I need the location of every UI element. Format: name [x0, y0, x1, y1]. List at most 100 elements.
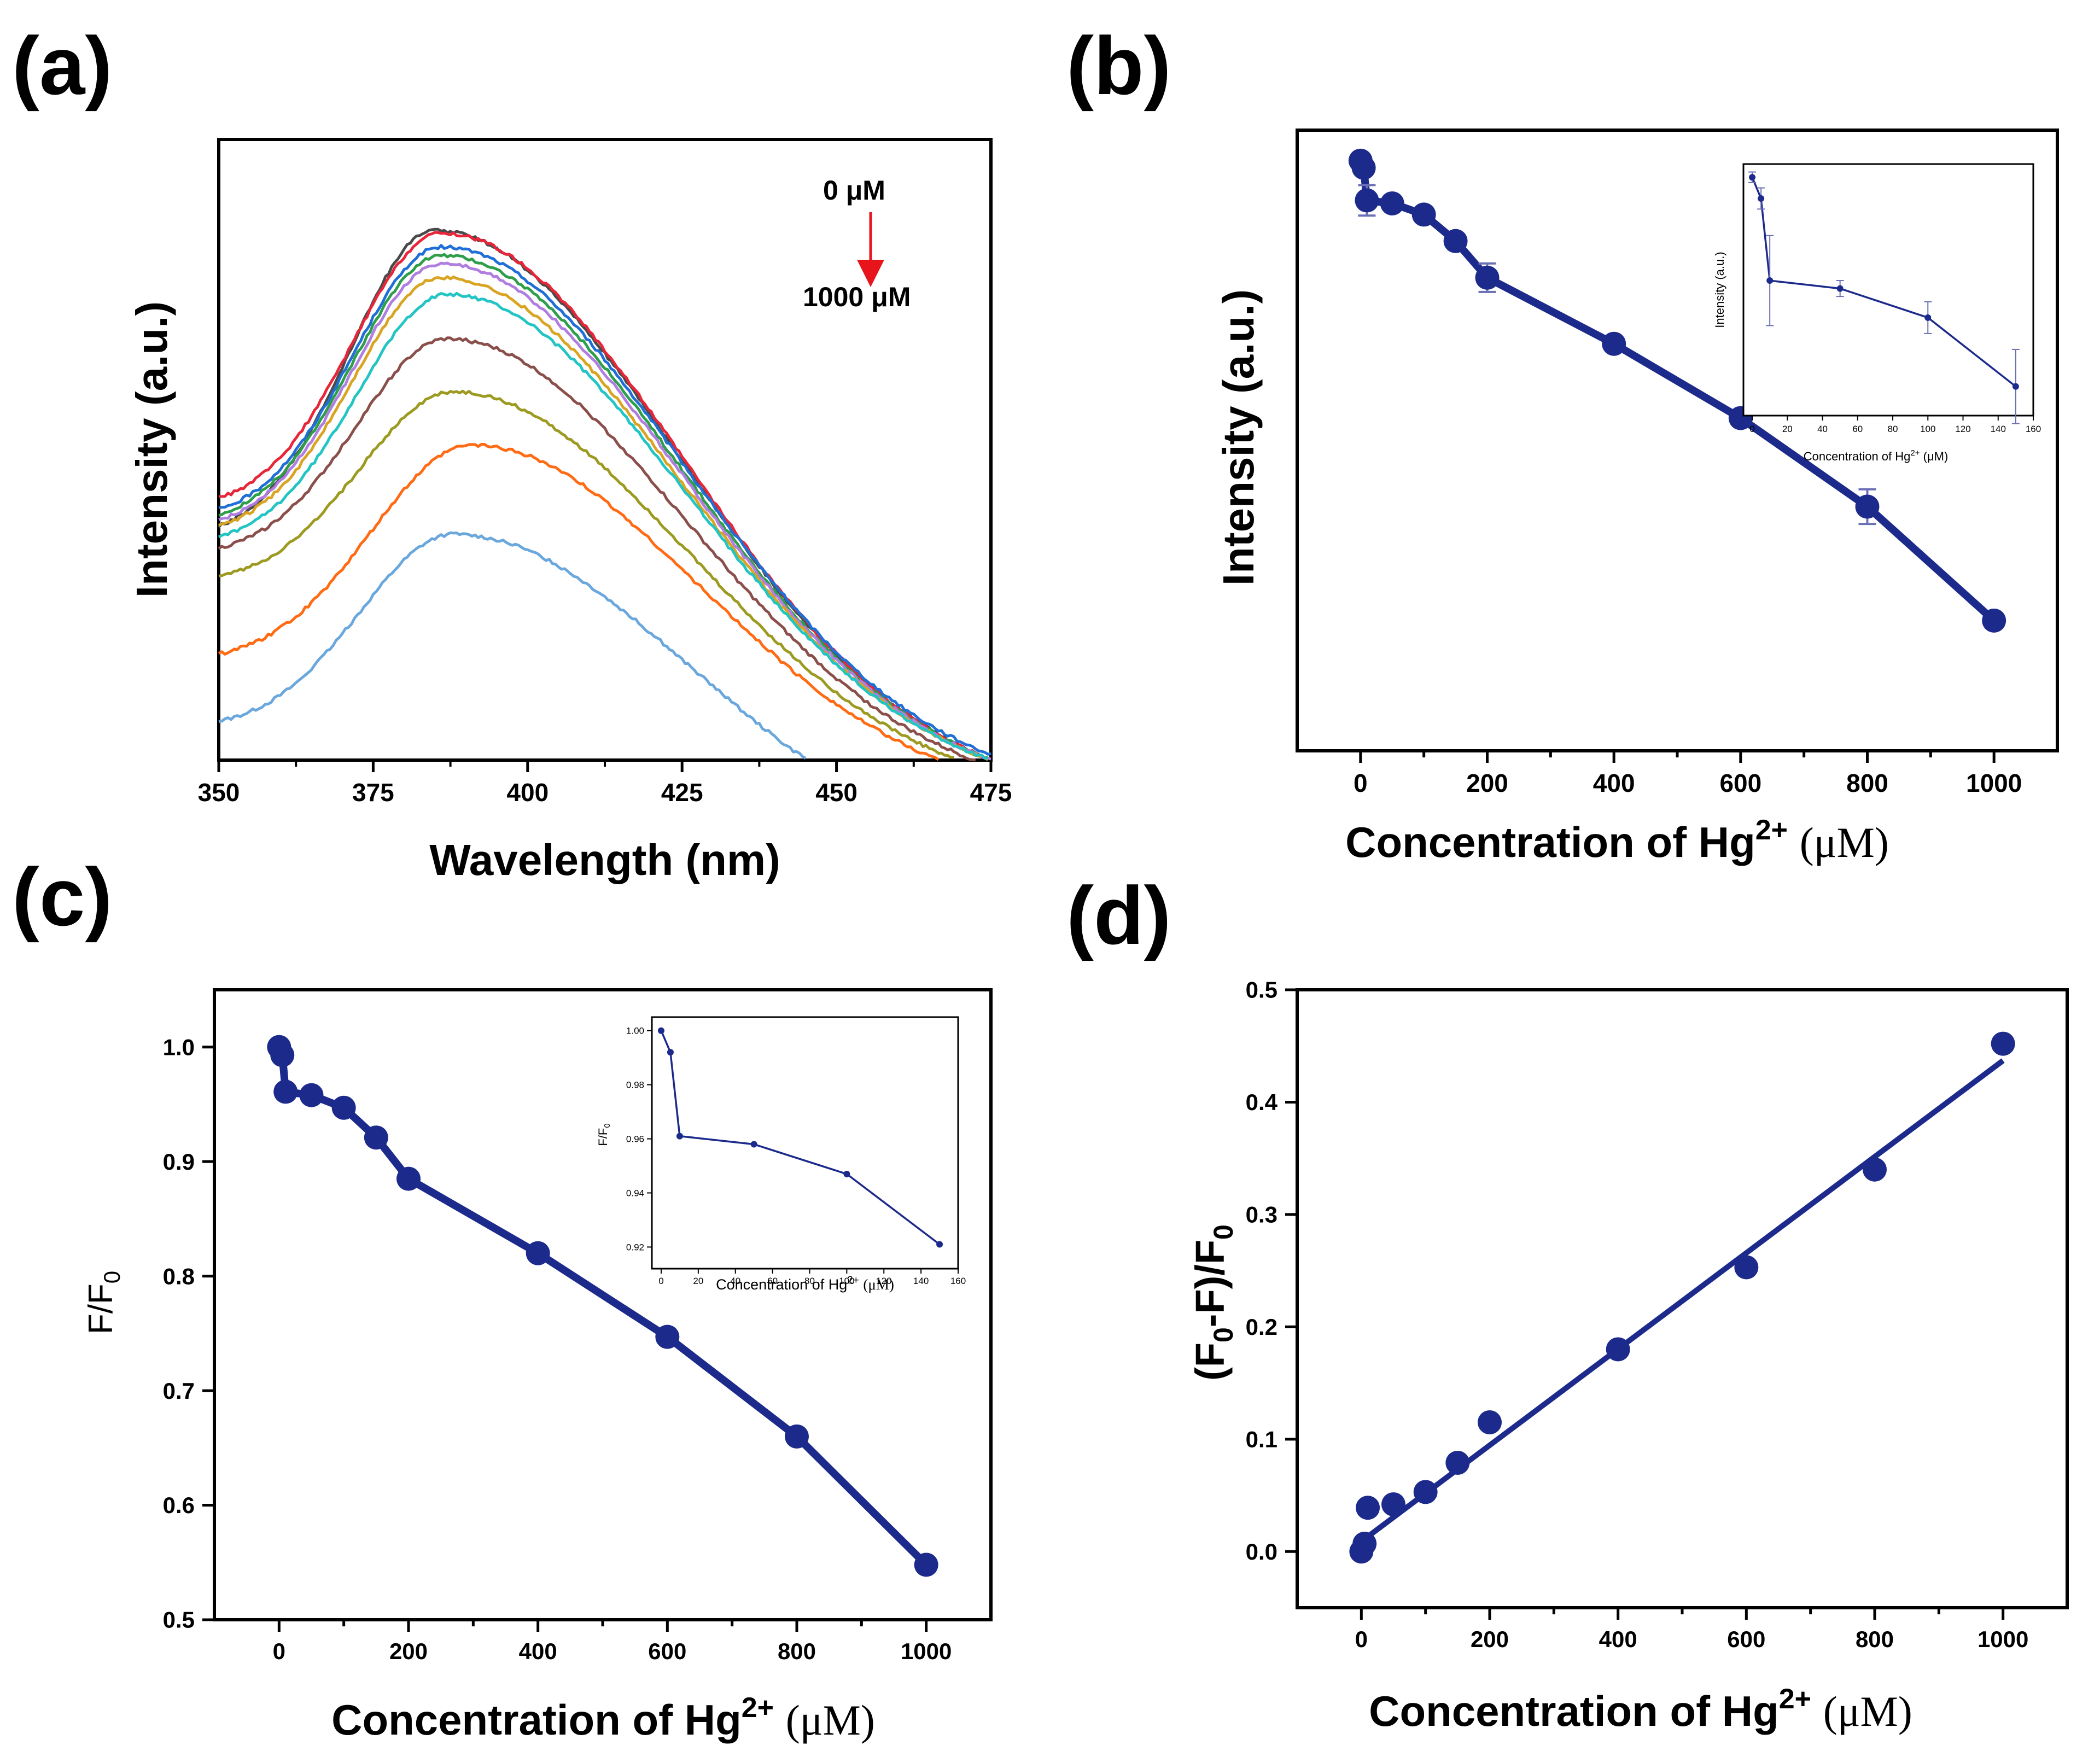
chart-c-xtick-label: 200 — [389, 1638, 428, 1664]
chart-c-point — [270, 1043, 295, 1067]
chart-c-inset-xtick-label: 120 — [876, 1276, 891, 1286]
chart-c-point — [396, 1166, 421, 1191]
chart-b-xtick-label: 0 — [1354, 769, 1368, 797]
chart-d-ytick-label: 0.1 — [1246, 1427, 1278, 1452]
chart-b-xlabel: Concentration of Hg2+ (μM) — [1345, 814, 1889, 866]
chart-d-point — [1734, 1255, 1759, 1280]
chart-b-inset-point — [1766, 277, 1774, 284]
chart-c-inset-xlabel: Concentration of Hg2+ (μM) — [716, 1275, 894, 1293]
chart-c-inset-ytick-label: 0.98 — [626, 1080, 644, 1090]
chart-b-point — [1982, 608, 2006, 633]
chart-b-inset-xtick-label: 40 — [1817, 424, 1828, 434]
chart-c-xtick-label: 400 — [519, 1638, 557, 1664]
chart-d-xtick-label: 1000 — [1978, 1626, 2028, 1652]
chart-a-curve — [218, 336, 976, 762]
chart-c-inset-ticks: 0 20 40 60 80 100 120 140 160 0.92 0.94 0.96 0.98 1.0… — [626, 1026, 966, 1286]
panel-label-b: (b) — [1066, 20, 1171, 112]
chart-a-curve — [218, 253, 988, 760]
chart-c-inset-point — [936, 1241, 943, 1248]
chart-c-xtick-label: 0 — [273, 1638, 285, 1664]
chart-c-ytick-label: 0.5 — [163, 1607, 195, 1633]
chart-a: 350 375 400 425 450 475 0 μM 1000 μM Waveleng… — [127, 138, 1012, 884]
chart-d-point — [1863, 1157, 1887, 1182]
panel-label-c: (c) — [12, 851, 112, 943]
chart-a-xtick-label: 450 — [815, 778, 858, 807]
chart-b-inset-point — [2012, 383, 2019, 390]
chart-b-point — [1351, 155, 1376, 180]
chart-c-ytick-label: 0.6 — [163, 1492, 195, 1518]
chart-d-point — [1445, 1450, 1470, 1475]
chart-b-inset-point — [1758, 195, 1765, 202]
chart-c-inset-ylabel: F/F0 — [596, 1123, 612, 1146]
chart-c-inset-point — [667, 1049, 674, 1056]
chart-a-xtick-label: 350 — [198, 778, 240, 807]
chart-d-ylabel: (F0-F)/F0 — [1187, 1224, 1239, 1381]
chart-b-inset: 0 20 40 60 80 100 120 140 160 Concentration of H… — [1713, 163, 2041, 463]
chart-c-inset-series — [657, 1027, 943, 1248]
chart-c-xtick-label: 800 — [778, 1638, 816, 1664]
chart-c-point — [364, 1125, 388, 1150]
chart-d-xtick-label: 0 — [1355, 1626, 1368, 1652]
chart-a-ylabel: Intensity (a.u.) — [127, 301, 176, 598]
chart-b-point — [1411, 202, 1436, 227]
chart-c-ytick-label: 0.9 — [163, 1149, 195, 1175]
chart-d-point — [1381, 1492, 1405, 1516]
chart-d-point — [1606, 1337, 1630, 1362]
chart-a-xlabel: Wavelength (nm) — [429, 836, 780, 884]
chart-b-point — [1355, 188, 1379, 213]
chart-c-series — [267, 1035, 938, 1577]
chart-d-point — [1352, 1531, 1377, 1556]
chart-c-inset-xtick-label: 60 — [767, 1276, 778, 1286]
chart-d-xtick-label: 200 — [1471, 1626, 1509, 1652]
chart-c-inset: 0 20 40 60 80 100 120 140 160 0.92 0.94 0.96 0.98 1.0… — [596, 1016, 966, 1293]
chart-c-inset-frame — [651, 1016, 959, 1270]
chart-c-inset-ytick-label: 0.92 — [626, 1242, 644, 1252]
chart-c-inset-xtick-label: 140 — [913, 1276, 929, 1286]
chart-c-xlabel: Concentration of Hg2+ (μM) — [331, 1692, 875, 1744]
chart-b-xtick-label: 800 — [1846, 769, 1888, 797]
chart-a-curve — [218, 261, 991, 761]
chart-b-point — [1475, 265, 1500, 290]
chart-c-point — [785, 1424, 809, 1449]
chart-b-point — [1443, 229, 1468, 253]
panel-label-d: (d) — [1066, 869, 1171, 961]
chart-a-x-ticks: 350 375 400 425 450 475 — [198, 760, 1012, 807]
chart-a-curve — [218, 389, 954, 759]
chart-c-xtick-label: 600 — [648, 1638, 686, 1664]
chart-c-inset-xtick-label: 80 — [804, 1276, 815, 1286]
chart-d-point — [1991, 1031, 2015, 1056]
chart-c-inset-xtick-label: 20 — [693, 1276, 703, 1286]
chart-c-point — [299, 1083, 324, 1107]
chart-a-curve — [218, 244, 991, 756]
chart-b-inset-xtick-label: 80 — [1888, 424, 1898, 434]
chart-c-inset-point — [750, 1141, 757, 1148]
chart-c-inset-xtick-label: 160 — [950, 1276, 966, 1286]
chart-a-xtick-label: 375 — [352, 778, 394, 807]
chart-b-inset-xtick-label: 160 — [2026, 424, 2041, 434]
chart-c-ylabel: F/F0 — [82, 1271, 125, 1334]
chart-c-ytick-label: 1.0 — [163, 1034, 195, 1060]
chart-d-ytick-label: 0.0 — [1246, 1539, 1278, 1565]
chart-b-inset-x-ticks: 0 20 40 60 80 100 120 140 160 — [1749, 416, 2041, 434]
chart-a-curve — [218, 531, 807, 760]
chart-b-xtick-label: 600 — [1719, 769, 1761, 797]
chart-b-inset-xtick-label: 0 — [1749, 424, 1754, 434]
chart-b-xtick-label: 1000 — [1966, 769, 2022, 797]
chart-b-inset-ylabel: Intensity (a.u.) — [1713, 252, 1726, 328]
chart-c-inset-xtick-label: 0 — [658, 1276, 663, 1286]
chart-d-ytick-label: 0.3 — [1246, 1202, 1278, 1228]
chart-b-xtick-label: 400 — [1593, 769, 1635, 797]
chart-d-ytick-label: 0.4 — [1246, 1089, 1278, 1115]
chart-d-point — [1413, 1480, 1438, 1504]
chart-c-inset-point — [657, 1027, 664, 1034]
chart-d-ticks: 0 200 400 600 800 1000 0.0 0.1 0.2 0.3 0.4 0.5 — [1246, 977, 2029, 1652]
chart-b-inset-xtick-label: 100 — [1920, 424, 1935, 434]
chart-d-ytick-label: 0.2 — [1246, 1314, 1278, 1340]
chart-d-xlabel: Concentration of Hg2+ (μM) — [1369, 1683, 1912, 1735]
chart-d-ytick-label: 0.5 — [1246, 977, 1278, 1003]
chart-a-curves — [218, 227, 991, 762]
chart-d-xtick-label: 600 — [1727, 1626, 1765, 1652]
chart-a-xtick-label: 475 — [970, 778, 1012, 807]
